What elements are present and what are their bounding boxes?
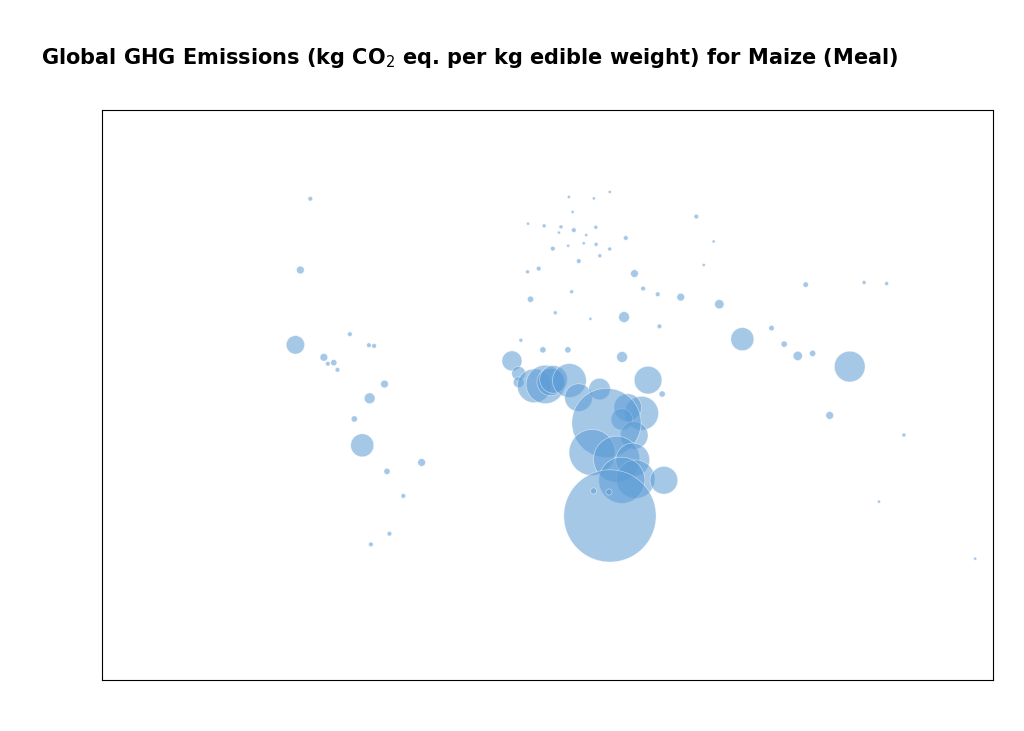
Point <box>551 227 567 238</box>
Point <box>563 286 580 298</box>
Point <box>763 322 779 334</box>
Point <box>504 355 520 367</box>
Point <box>856 276 872 288</box>
Point <box>706 235 722 247</box>
Point <box>588 221 604 233</box>
Point <box>602 510 618 522</box>
Point <box>575 238 592 249</box>
Point <box>565 224 582 236</box>
Point <box>520 218 537 230</box>
Point <box>545 243 561 254</box>
Point <box>302 193 318 205</box>
Point <box>790 350 806 362</box>
Point <box>510 368 526 379</box>
Point <box>538 379 554 390</box>
Point <box>561 191 578 202</box>
Point <box>315 352 332 363</box>
Point <box>346 413 362 425</box>
Point <box>776 338 793 350</box>
Point <box>688 211 705 222</box>
Point <box>654 388 671 400</box>
Point <box>627 268 643 279</box>
Point <box>673 291 689 303</box>
Point <box>711 298 727 310</box>
Text: Global GHG Emissions (kg CO$_2$ eq. per kg edible weight) for Maize (Meal): Global GHG Emissions (kg CO$_2$ eq. per … <box>41 47 898 70</box>
Point <box>635 283 651 295</box>
Point <box>360 339 377 351</box>
Point <box>530 262 547 274</box>
Point <box>570 255 587 267</box>
Point <box>560 344 577 356</box>
Point <box>613 474 630 486</box>
Point <box>879 278 895 289</box>
Point <box>626 430 642 442</box>
Point <box>620 402 636 414</box>
Point <box>366 340 382 352</box>
Point <box>287 339 303 351</box>
Point <box>546 374 562 385</box>
Point <box>592 250 608 262</box>
Point <box>601 243 617 255</box>
Point <box>588 238 604 250</box>
Point <box>592 383 608 395</box>
Point <box>342 328 358 340</box>
Point <box>547 307 563 319</box>
Point <box>608 453 625 465</box>
Point <box>634 407 650 419</box>
Point <box>651 320 668 332</box>
Point <box>326 357 342 368</box>
Point <box>319 358 336 370</box>
Point <box>586 485 602 497</box>
Point <box>570 392 587 404</box>
Point <box>586 192 602 204</box>
Point <box>896 429 912 441</box>
Point <box>649 289 666 300</box>
Point <box>842 360 858 372</box>
Point <box>414 457 430 469</box>
Point <box>561 374 578 386</box>
Point <box>614 351 631 363</box>
Point <box>543 376 559 387</box>
Point <box>870 496 887 507</box>
Point <box>553 221 569 232</box>
Point <box>805 347 821 359</box>
Point <box>601 186 617 198</box>
Point <box>628 474 644 485</box>
Point <box>613 414 630 425</box>
Point <box>655 474 672 486</box>
Point <box>615 311 632 323</box>
Point <box>821 409 838 421</box>
Point <box>625 454 641 466</box>
Point <box>617 232 634 243</box>
Point <box>578 230 594 241</box>
Point <box>292 264 308 276</box>
Point <box>526 380 543 392</box>
Point <box>513 334 529 346</box>
Point <box>695 260 712 271</box>
Point <box>330 364 346 376</box>
Point <box>734 333 751 345</box>
Point <box>379 466 395 477</box>
Point <box>583 313 599 325</box>
Point <box>564 206 581 218</box>
Point <box>522 293 539 305</box>
Point <box>361 393 378 404</box>
Point <box>798 279 814 290</box>
Point <box>560 240 577 251</box>
Point <box>601 486 617 498</box>
Point <box>535 344 551 356</box>
Point <box>967 553 983 564</box>
Point <box>510 376 526 388</box>
Point <box>395 490 412 501</box>
Point <box>536 220 552 232</box>
Point <box>381 528 397 539</box>
Point <box>640 374 656 386</box>
Point <box>377 378 393 390</box>
Point <box>598 417 614 429</box>
Point <box>362 539 379 550</box>
Point <box>354 439 371 451</box>
Point <box>584 447 600 458</box>
Point <box>519 266 536 278</box>
